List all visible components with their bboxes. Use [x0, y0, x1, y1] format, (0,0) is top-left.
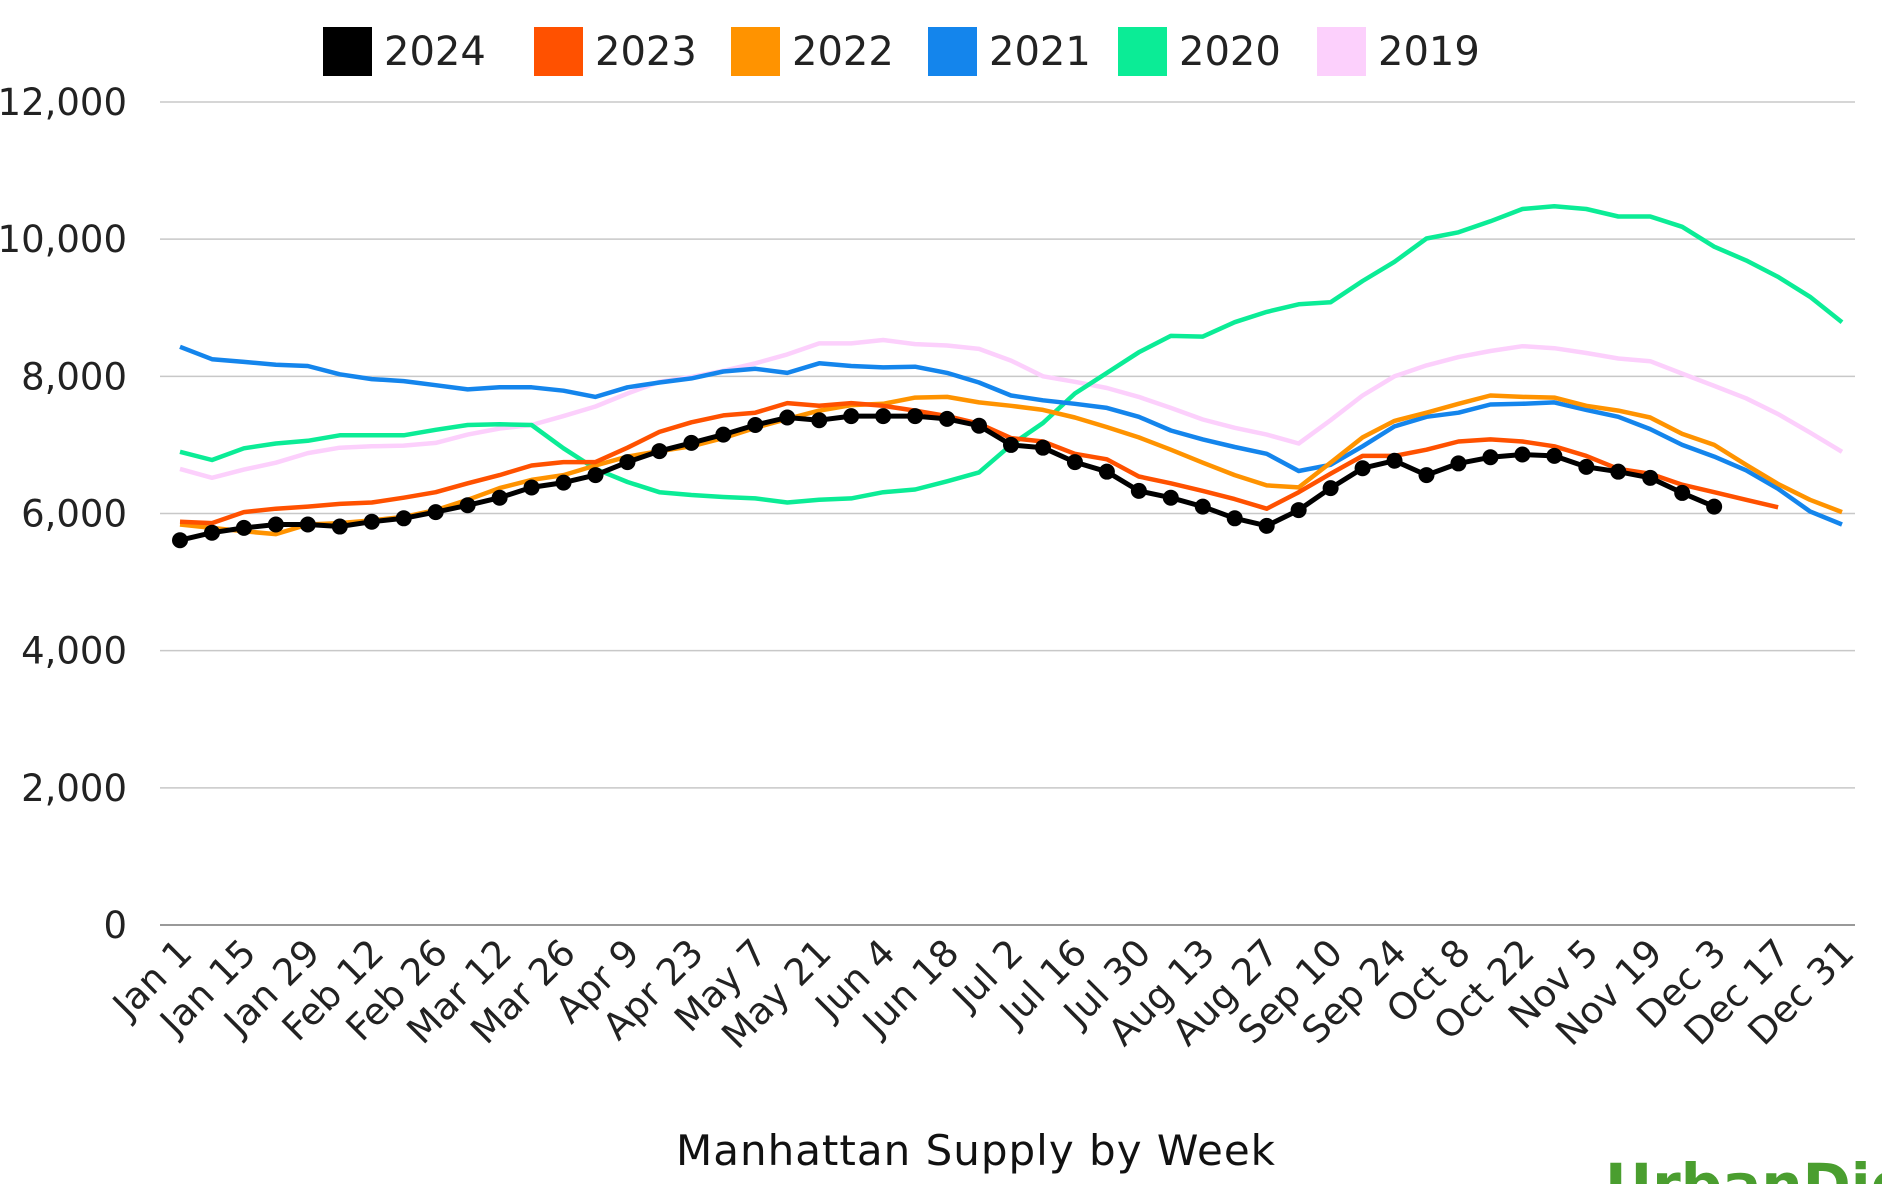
- data-point-2024: [1130, 482, 1147, 499]
- data-point-2024: [299, 516, 316, 533]
- data-point-2024: [459, 497, 476, 514]
- data-point-2024: [172, 532, 188, 549]
- data-point-2024: [267, 516, 284, 533]
- legend-label-2024: 2024: [384, 29, 486, 75]
- data-point-2024: [331, 518, 348, 535]
- data-point-2024: [1450, 455, 1467, 472]
- y-tick-label: 2,000: [21, 767, 127, 810]
- data-point-2024: [1066, 454, 1083, 471]
- data-point-2024: [1162, 489, 1179, 506]
- data-point-2024: [395, 510, 412, 527]
- legend-label-2022: 2022: [792, 29, 894, 75]
- data-point-2024: [1034, 439, 1051, 456]
- y-tick-label: 10,000: [0, 218, 127, 261]
- data-point-2024: [811, 412, 828, 429]
- y-tick-label: 12,000: [0, 81, 127, 124]
- data-point-2024: [747, 417, 764, 434]
- y-tick-label: 8,000: [21, 355, 127, 398]
- data-point-2024: [1482, 449, 1499, 466]
- legend-label-2021: 2021: [989, 29, 1091, 75]
- legend-swatch-2022: [731, 27, 780, 76]
- series-lines: [172, 203, 1844, 549]
- data-point-2024: [683, 434, 700, 451]
- data-point-2024: [1003, 436, 1019, 453]
- series-line-2022: [179, 393, 1843, 537]
- series-line-2021: [179, 344, 1843, 527]
- legend-swatch-2023: [534, 27, 583, 76]
- data-point-2024: [907, 408, 924, 425]
- data-point-2024: [1290, 502, 1307, 519]
- chart-title: Manhattan Supply by Week: [676, 1126, 1276, 1175]
- legend-swatch-2021: [928, 27, 977, 76]
- legend-swatch-2024: [323, 27, 372, 76]
- legend-label-2020: 2020: [1179, 29, 1281, 75]
- data-point-2024: [555, 474, 572, 491]
- data-point-2024: [1610, 463, 1627, 480]
- data-point-2024: [1386, 452, 1403, 469]
- y-axis-ticks: 0 2,000 4,000 6,000 8,000 10,000 12,000: [0, 81, 127, 947]
- data-point-2024: [779, 409, 796, 426]
- data-point-2024: [875, 408, 892, 425]
- data-point-2024: [1642, 469, 1659, 486]
- data-point-2024: [587, 467, 604, 484]
- legend-label-2019: 2019: [1378, 29, 1480, 75]
- data-point-2024: [1354, 460, 1371, 477]
- data-point-2024: [235, 519, 252, 536]
- data-point-2024: [1098, 463, 1115, 480]
- data-point-2024: [1578, 458, 1595, 475]
- legend-swatch-2020: [1118, 27, 1167, 76]
- y-tick-label: 6,000: [21, 493, 127, 536]
- y-tick-label: 4,000: [21, 630, 127, 673]
- data-point-2024: [971, 417, 988, 434]
- legend: 2024 2023 2022 2021 2020 2019: [323, 27, 1480, 76]
- data-point-2024: [491, 489, 508, 506]
- data-point-2024: [715, 426, 732, 443]
- data-point-2024: [427, 504, 444, 521]
- data-point-2024: [1418, 467, 1435, 484]
- data-point-2024: [1514, 446, 1531, 463]
- series-line-2019: [179, 337, 1844, 481]
- data-point-2024: [1258, 517, 1275, 534]
- urbandigs-logo: UrbanDigs: [1605, 1151, 1882, 1184]
- y-tick-label: 0: [103, 904, 127, 947]
- legend-swatch-2019: [1317, 27, 1366, 76]
- data-point-2024: [619, 454, 636, 471]
- data-point-2024: [843, 408, 860, 425]
- data-point-2024: [1226, 510, 1243, 527]
- data-point-2024: [1194, 498, 1211, 515]
- data-point-2024: [1674, 484, 1691, 501]
- data-point-2024: [1322, 480, 1339, 497]
- data-point-2024: [651, 443, 668, 460]
- data-point-2024: [939, 410, 956, 427]
- data-point-2024: [363, 513, 380, 530]
- data-point-2024: [203, 524, 220, 541]
- data-point-2024: [1546, 447, 1563, 464]
- data-point-2024: [1706, 498, 1723, 515]
- data-point-2024: [523, 479, 540, 496]
- legend-label-2023: 2023: [595, 29, 697, 75]
